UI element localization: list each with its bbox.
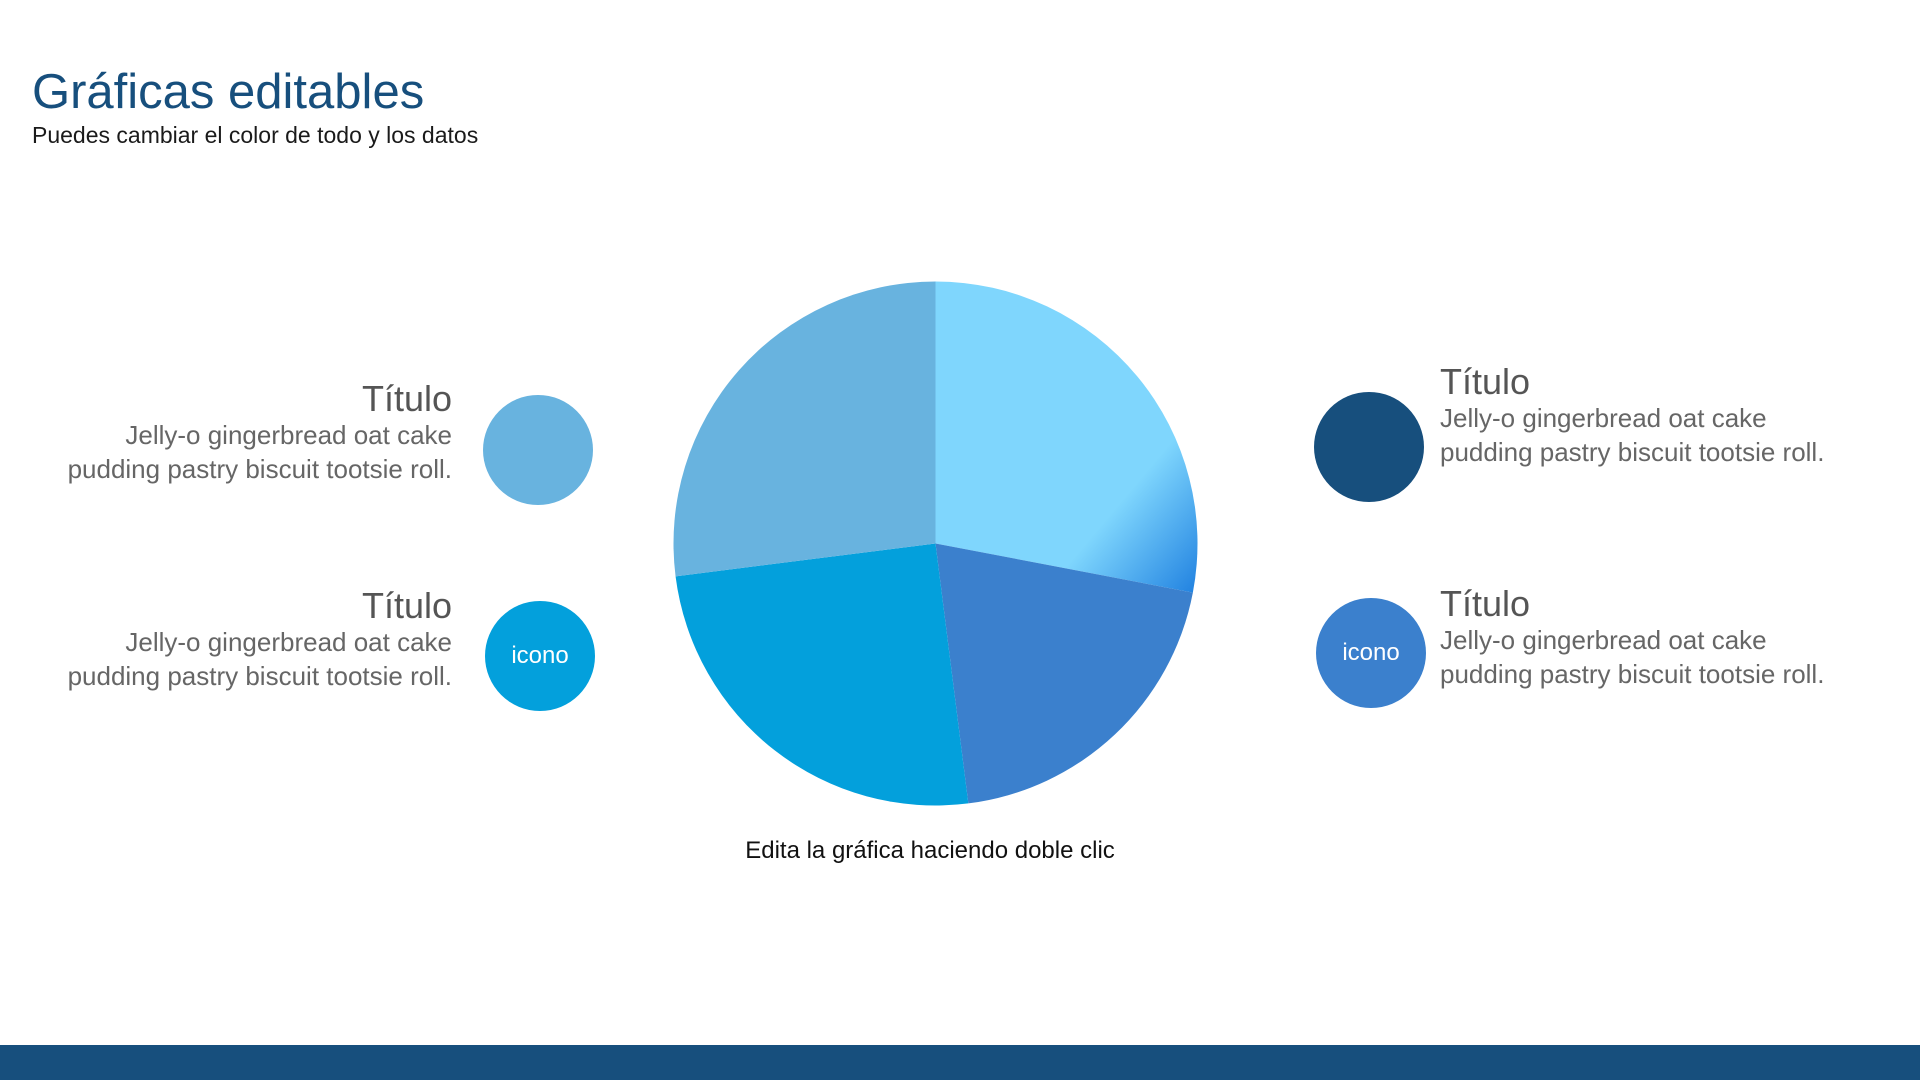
icon-placeholder-label: icono <box>511 642 569 669</box>
info-block-bottom-right: Título Jelly-o gingerbread oat cake pudd… <box>1440 583 1880 692</box>
pie-slice-1[interactable] <box>935 281 1198 593</box>
icon-placeholder-label: icono <box>1342 639 1400 666</box>
info-text-line: Jelly-o gingerbread oat cake <box>1440 403 1767 434</box>
footer-bar <box>0 1045 1920 1080</box>
info-text-line: Jelly-o gingerbread oat cake <box>125 627 452 658</box>
icon-placeholder-circle-bottom-left[interactable]: icono <box>485 601 595 711</box>
info-text: Jelly-o gingerbread oat cake pudding pas… <box>12 626 452 694</box>
info-text-line: pudding pastry biscuit tootsie roll. <box>1440 659 1825 690</box>
pie-slice-2[interactable] <box>935 543 1193 804</box>
pie-chart-svg[interactable] <box>672 280 1199 807</box>
icon-placeholder-circle-bottom-right[interactable]: icono <box>1316 598 1426 708</box>
icon-placeholder-circle-top-right[interactable] <box>1314 392 1424 502</box>
info-title: Título <box>1440 361 1531 402</box>
slide-subtitle: Puedes cambiar el color de todo y los da… <box>32 122 479 148</box>
pie-chart[interactable] <box>672 280 1199 807</box>
icon-placeholder-circle-top-left[interactable] <box>483 395 593 505</box>
info-title: Título <box>1440 583 1531 624</box>
info-text-line: Jelly-o gingerbread oat cake <box>1440 625 1767 656</box>
info-text: Jelly-o gingerbread oat cake pudding pas… <box>1440 402 1880 470</box>
info-text: Jelly-o gingerbread oat cake pudding pas… <box>12 419 452 487</box>
pie-slice-4[interactable] <box>673 281 936 577</box>
info-text: Jelly-o gingerbread oat cake pudding pas… <box>1440 624 1880 692</box>
info-title: Título <box>361 585 452 626</box>
info-text-line: pudding pastry biscuit tootsie roll. <box>67 661 452 692</box>
chart-caption: Edita la gráfica haciendo doble clic <box>745 837 1115 864</box>
info-block-top-left: Título Jelly-o gingerbread oat cake pudd… <box>12 378 452 487</box>
info-text-line: pudding pastry biscuit tootsie roll. <box>67 454 452 485</box>
slide-title: Gráficas editables <box>32 65 425 119</box>
info-block-top-right: Título Jelly-o gingerbread oat cake pudd… <box>1440 361 1880 470</box>
pie-slice-3[interactable] <box>675 543 969 806</box>
info-title: Título <box>361 378 452 419</box>
info-text-line: pudding pastry biscuit tootsie roll. <box>1440 437 1825 468</box>
info-block-bottom-left: Título Jelly-o gingerbread oat cake pudd… <box>12 585 452 694</box>
info-text-line: Jelly-o gingerbread oat cake <box>125 420 452 451</box>
